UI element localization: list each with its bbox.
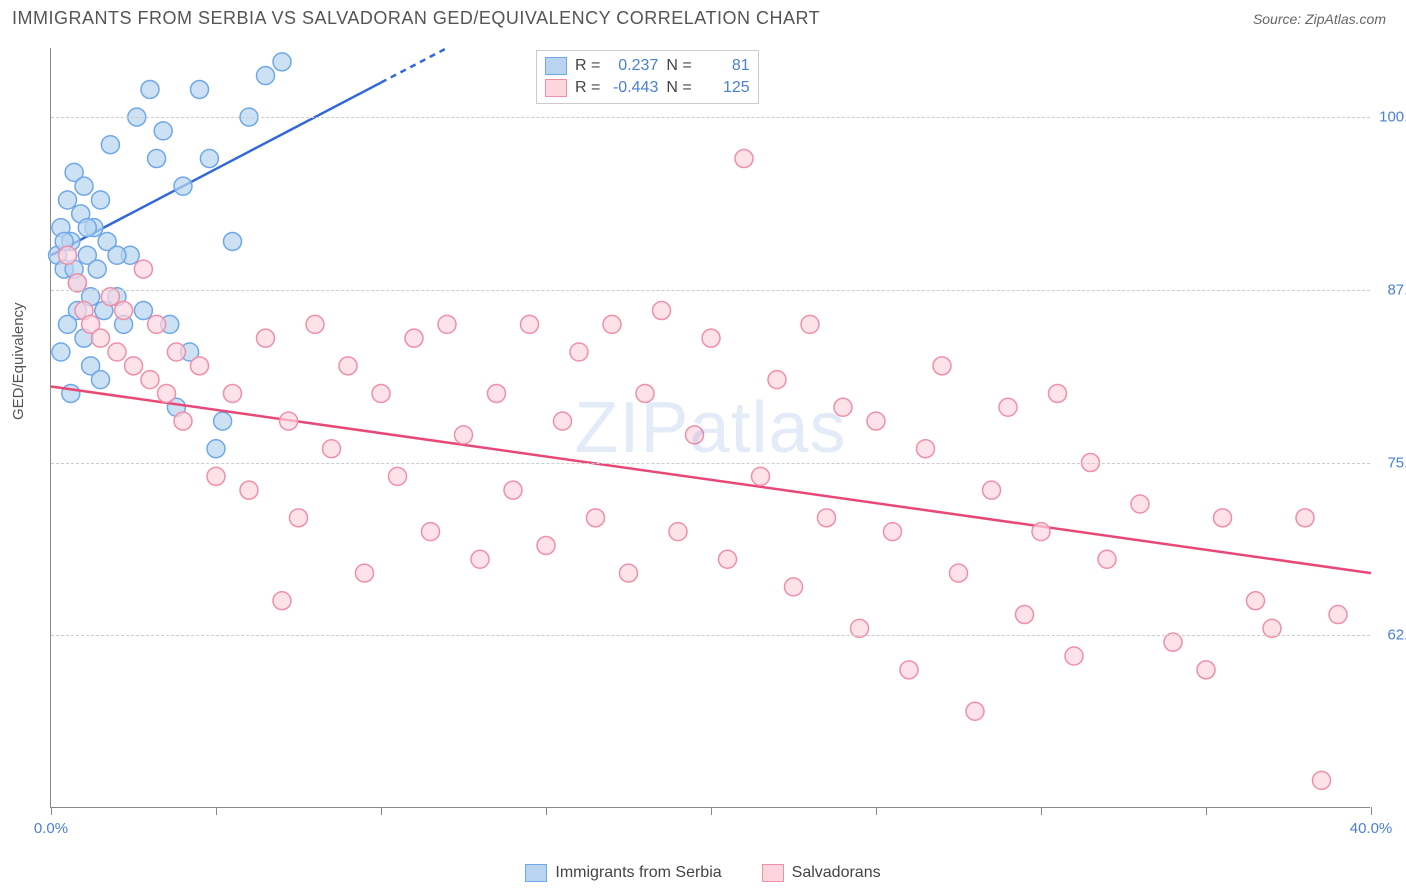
legend-swatch bbox=[762, 864, 784, 882]
n-label: N = bbox=[666, 79, 691, 97]
y-axis-label: GED/Equivalency bbox=[10, 302, 27, 420]
chart-title: IMMIGRANTS FROM SERBIA VS SALVADORAN GED… bbox=[12, 8, 820, 29]
y-tick-label: 87.5% bbox=[1375, 281, 1406, 298]
legend-item: Salvadorans bbox=[762, 864, 881, 882]
legend-label: Salvadorans bbox=[792, 864, 881, 882]
chart-header: IMMIGRANTS FROM SERBIA VS SALVADORAN GED… bbox=[0, 0, 1406, 37]
x-tick bbox=[711, 807, 712, 815]
n-label: N = bbox=[666, 57, 691, 75]
source-label: Source: ZipAtlas.com bbox=[1253, 11, 1386, 27]
r-label: R = bbox=[575, 79, 600, 97]
legend: Immigrants from Serbia Salvadorans bbox=[0, 864, 1406, 882]
y-tick-label: 62.5% bbox=[1375, 627, 1406, 644]
x-tick bbox=[876, 807, 877, 815]
legend-label: Immigrants from Serbia bbox=[555, 864, 721, 882]
n-value: 125 bbox=[700, 79, 750, 97]
r-value: -0.443 bbox=[608, 79, 658, 97]
legend-swatch bbox=[525, 864, 547, 882]
x-tick bbox=[546, 807, 547, 815]
correlation-stats-box: R = 0.237 N = 81 R = -0.443 N = 125 bbox=[536, 50, 759, 104]
x-tick bbox=[1371, 807, 1372, 815]
x-tick bbox=[51, 807, 52, 815]
r-value: 0.237 bbox=[608, 57, 658, 75]
y-tick-label: 75.0% bbox=[1375, 454, 1406, 471]
gridline bbox=[51, 290, 1370, 291]
scatter-plot-svg bbox=[51, 48, 1370, 807]
y-tick-label: 100.0% bbox=[1375, 109, 1406, 126]
gridline bbox=[51, 117, 1370, 118]
x-tick-label: 40.0% bbox=[1350, 820, 1393, 837]
legend-item: Immigrants from Serbia bbox=[525, 864, 721, 882]
r-label: R = bbox=[575, 57, 600, 75]
n-value: 81 bbox=[700, 57, 750, 75]
x-tick bbox=[1206, 807, 1207, 815]
gridline bbox=[51, 463, 1370, 464]
x-tick bbox=[216, 807, 217, 815]
gridline bbox=[51, 635, 1370, 636]
stats-row: R = -0.443 N = 125 bbox=[545, 77, 750, 99]
stats-row: R = 0.237 N = 81 bbox=[545, 55, 750, 77]
x-tick bbox=[1041, 807, 1042, 815]
chart-plot-area: ZIPatlas R = 0.237 N = 81 R = -0.443 N =… bbox=[50, 48, 1370, 808]
x-tick bbox=[381, 807, 382, 815]
x-tick-label: 0.0% bbox=[34, 820, 68, 837]
series-swatch bbox=[545, 79, 567, 97]
series-swatch bbox=[545, 57, 567, 75]
